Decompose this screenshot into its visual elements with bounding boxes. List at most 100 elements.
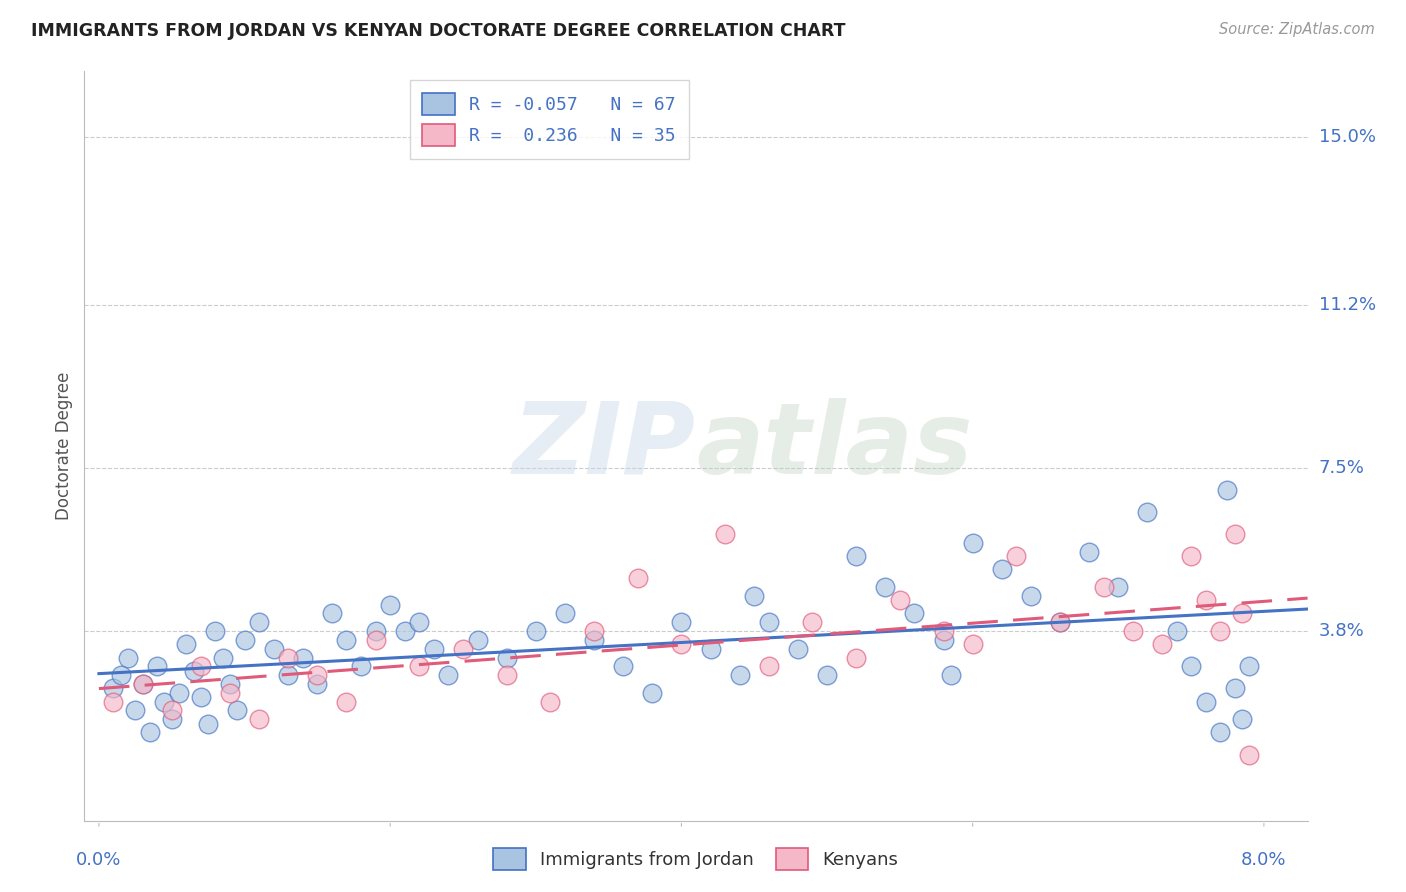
Point	[815, 668, 838, 682]
Point	[160, 712, 183, 726]
Point	[131, 677, 153, 691]
Point	[1150, 637, 1173, 651]
Point	[787, 641, 810, 656]
Point	[495, 650, 517, 665]
Point	[394, 624, 416, 639]
Point	[524, 624, 547, 639]
Point	[1005, 549, 1028, 564]
Text: 11.2%: 11.2%	[1319, 296, 1376, 314]
Point	[1209, 725, 1232, 739]
Point	[131, 677, 153, 691]
Point	[139, 725, 162, 739]
Point	[758, 615, 780, 630]
Point	[889, 593, 911, 607]
Text: 0.0%: 0.0%	[76, 851, 121, 869]
Point	[408, 615, 430, 630]
Point	[167, 686, 190, 700]
Point	[117, 650, 139, 665]
Point	[801, 615, 824, 630]
Point	[1230, 607, 1253, 621]
Point	[160, 703, 183, 717]
Point	[728, 668, 751, 682]
Point	[197, 716, 219, 731]
Point	[991, 562, 1014, 576]
Point	[962, 637, 984, 651]
Point	[1049, 615, 1071, 630]
Point	[437, 668, 460, 682]
Point	[671, 615, 693, 630]
Point	[364, 632, 387, 647]
Point	[1216, 483, 1239, 497]
Point	[247, 712, 270, 726]
Point	[1195, 593, 1218, 607]
Point	[211, 650, 233, 665]
Text: 15.0%: 15.0%	[1319, 128, 1375, 146]
Point	[110, 668, 132, 682]
Point	[932, 632, 955, 647]
Point	[263, 641, 285, 656]
Point	[408, 659, 430, 673]
Point	[1078, 545, 1101, 559]
Point	[1122, 624, 1144, 639]
Point	[467, 632, 489, 647]
Point	[219, 686, 242, 700]
Point	[423, 641, 446, 656]
Point	[1209, 624, 1232, 639]
Point	[335, 695, 357, 709]
Point	[962, 536, 984, 550]
Point	[671, 637, 693, 651]
Point	[612, 659, 634, 673]
Point	[1180, 549, 1202, 564]
Legend: Immigrants from Jordan, Kenyans: Immigrants from Jordan, Kenyans	[484, 839, 908, 879]
Point	[627, 571, 650, 585]
Point	[1019, 589, 1042, 603]
Point	[1239, 659, 1261, 673]
Point	[277, 650, 299, 665]
Text: 8.0%: 8.0%	[1241, 851, 1286, 869]
Text: atlas: atlas	[696, 398, 973, 494]
Point	[845, 650, 868, 665]
Point	[103, 695, 125, 709]
Point	[845, 549, 868, 564]
Point	[307, 677, 329, 691]
Point	[451, 641, 474, 656]
Point	[183, 664, 205, 678]
Point	[699, 641, 721, 656]
Point	[758, 659, 780, 673]
Point	[190, 659, 212, 673]
Text: 7.5%: 7.5%	[1319, 459, 1365, 477]
Point	[307, 668, 329, 682]
Point	[714, 527, 737, 541]
Point	[1239, 747, 1261, 762]
Point	[233, 632, 256, 647]
Text: 3.8%: 3.8%	[1319, 622, 1364, 640]
Y-axis label: Doctorate Degree: Doctorate Degree	[55, 372, 73, 520]
Point	[1180, 659, 1202, 673]
Point	[903, 607, 925, 621]
Point	[1166, 624, 1188, 639]
Point	[335, 632, 357, 647]
Point	[321, 607, 343, 621]
Point	[641, 686, 664, 700]
Point	[204, 624, 226, 639]
Point	[277, 668, 299, 682]
Point	[226, 703, 249, 717]
Point	[1136, 505, 1159, 519]
Point	[554, 607, 576, 621]
Point	[219, 677, 242, 691]
Point	[1107, 580, 1129, 594]
Point	[932, 624, 955, 639]
Point	[153, 695, 176, 709]
Point	[1223, 681, 1246, 696]
Point	[939, 668, 962, 682]
Point	[1195, 695, 1218, 709]
Point	[247, 615, 270, 630]
Point	[1230, 712, 1253, 726]
Text: ZIP: ZIP	[513, 398, 696, 494]
Point	[1223, 527, 1246, 541]
Point	[124, 703, 146, 717]
Point	[1092, 580, 1115, 594]
Point	[380, 598, 402, 612]
Text: IMMIGRANTS FROM JORDAN VS KENYAN DOCTORATE DEGREE CORRELATION CHART: IMMIGRANTS FROM JORDAN VS KENYAN DOCTORA…	[31, 22, 845, 40]
Point	[583, 624, 606, 639]
